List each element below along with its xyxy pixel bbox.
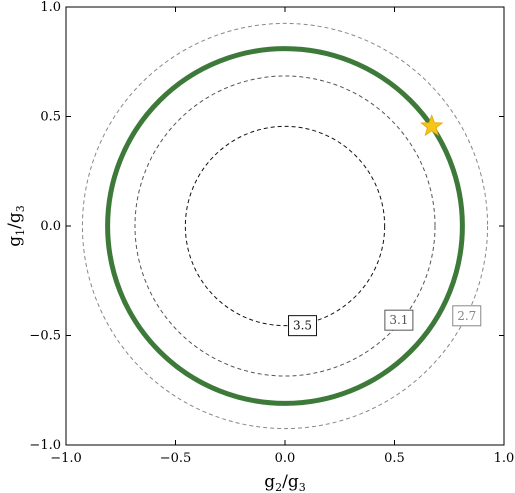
- y-tick-label: 1.0: [40, 0, 61, 15]
- x-tick-label: −0.5: [160, 451, 192, 466]
- y-tick-label: −0.5: [29, 329, 61, 344]
- contour-3.1: [134, 75, 436, 377]
- x-axis-label: g2/g3: [264, 472, 306, 493]
- svg-text:2.7: 2.7: [457, 309, 476, 323]
- y-tick-label: 0.0: [40, 219, 61, 234]
- y-tick-label: 0.5: [40, 110, 61, 125]
- contour-3.5: [184, 125, 386, 327]
- y-tick-label: −1.0: [29, 438, 61, 453]
- svg-text:3.1: 3.1: [389, 313, 408, 327]
- x-tick-label: −1.0: [50, 451, 82, 466]
- x-tick-label: 0.0: [275, 451, 296, 466]
- x-tick-label: 0.5: [384, 451, 405, 466]
- contour-label-3.5: 3.5: [288, 315, 318, 337]
- plot-frame: [65, 6, 505, 446]
- x-tick-label: 1.0: [494, 451, 515, 466]
- plot-content: 3.5 3.1 2.7: [81, 22, 489, 430]
- highlight-circle: [105, 46, 465, 406]
- axis-ticks: −1.0 −0.5 0.0 0.5 1.0 −1.0 −0.5 0.0 0.5 1.0: [29, 0, 514, 466]
- contour-label-3.1: 3.1: [384, 309, 414, 331]
- contour-label-2.7: 2.7: [452, 305, 482, 327]
- y-axis-label: g1/g3: [5, 205, 27, 247]
- star-marker: [420, 114, 444, 137]
- contour-2.7: [81, 22, 489, 430]
- svg-text:3.5: 3.5: [293, 319, 312, 333]
